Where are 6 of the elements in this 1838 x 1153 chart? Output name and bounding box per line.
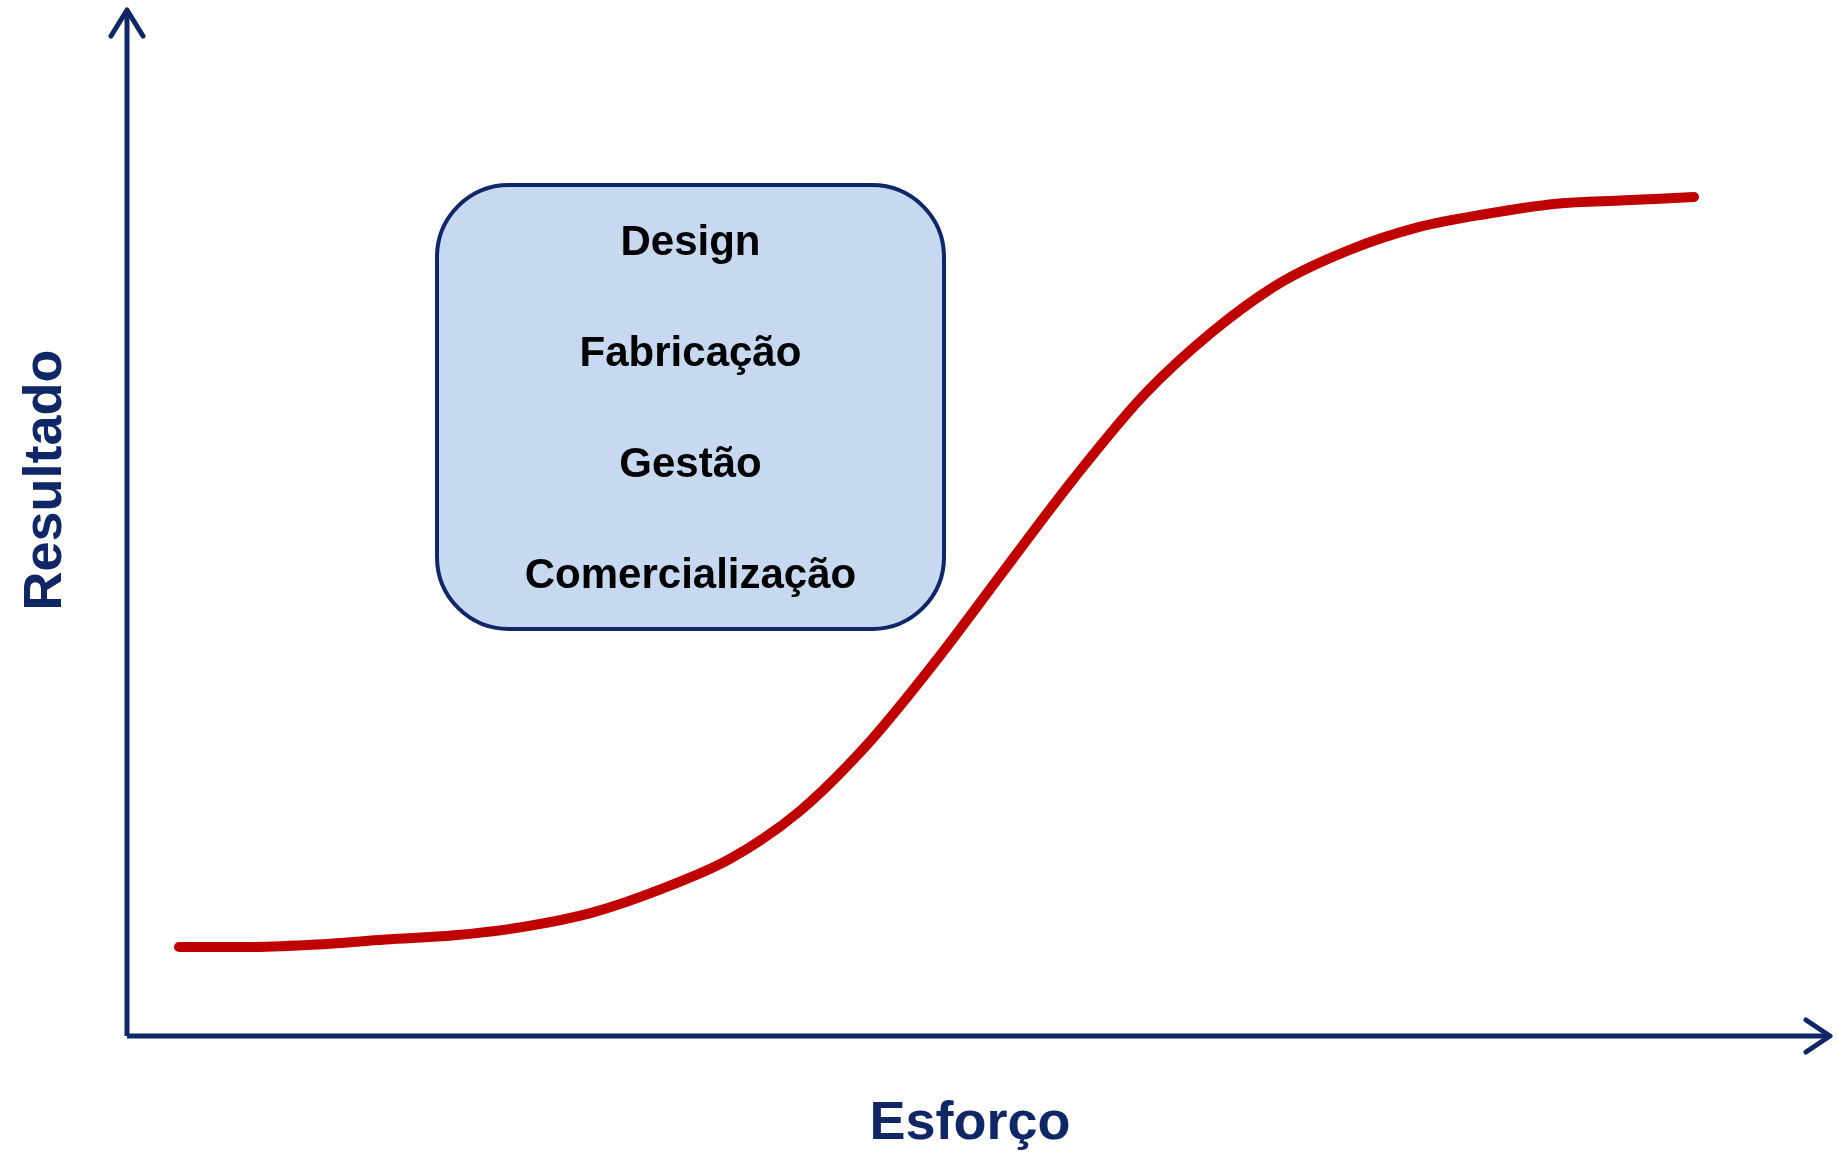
y-axis-title: Resultado [12, 349, 72, 611]
x-axis-title: Esforço [869, 1090, 1071, 1150]
annotation: Design [620, 217, 761, 264]
annotation: Comercialização [524, 550, 857, 597]
annotation: Fabricação [579, 328, 802, 375]
annotation: Gestão [619, 439, 762, 486]
